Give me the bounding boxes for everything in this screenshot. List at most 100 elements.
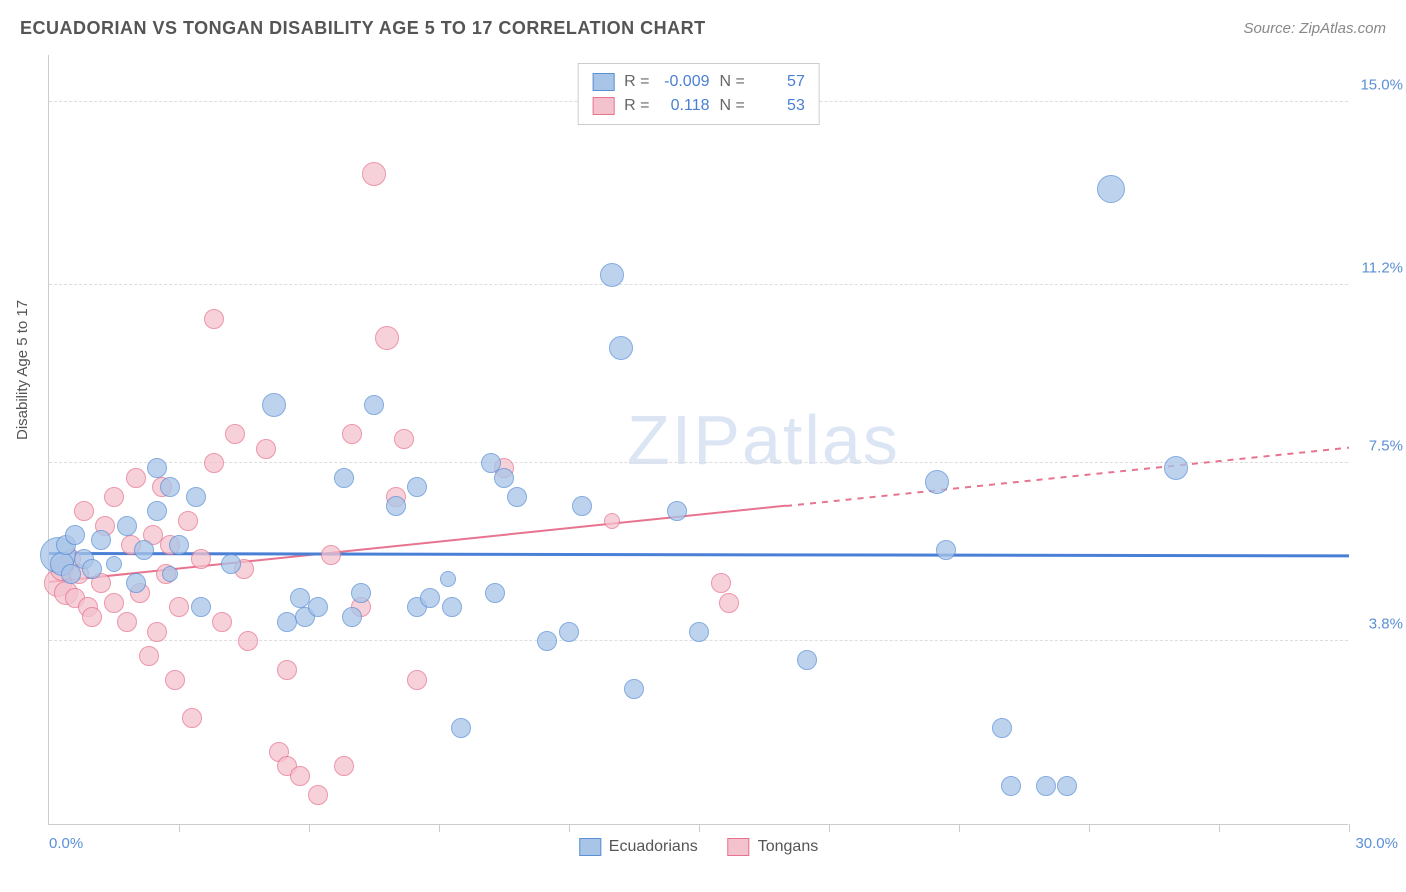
data-point-tongans: [117, 612, 137, 632]
data-point-tongans: [139, 646, 159, 666]
data-point-ecuadorians: [1057, 776, 1077, 796]
data-point-tongans: [290, 766, 310, 786]
y-tick-label: 15.0%: [1360, 77, 1403, 94]
data-point-ecuadorians: [667, 501, 687, 521]
data-point-ecuadorians: [689, 622, 709, 642]
data-point-ecuadorians: [600, 263, 624, 287]
data-point-tongans: [74, 501, 94, 521]
data-point-ecuadorians: [169, 535, 189, 555]
data-point-ecuadorians: [440, 571, 456, 587]
x-tick: [699, 824, 700, 832]
data-point-ecuadorians: [485, 583, 505, 603]
swatch-ecuadorians: [579, 838, 601, 856]
data-point-ecuadorians: [342, 607, 362, 627]
source-label: Source: ZipAtlas.com: [1243, 20, 1386, 37]
data-point-tongans: [169, 597, 189, 617]
legend-label-ecuadorians: Ecuadorians: [609, 838, 698, 856]
watermark-bold: ZIP: [627, 401, 742, 479]
data-point-tongans: [104, 487, 124, 507]
data-point-tongans: [165, 670, 185, 690]
data-point-ecuadorians: [186, 487, 206, 507]
data-point-tongans: [375, 326, 399, 350]
data-point-ecuadorians: [65, 525, 85, 545]
data-point-ecuadorians: [507, 487, 527, 507]
x-tick: [829, 824, 830, 832]
n-label: N =: [720, 70, 745, 94]
gridline: [49, 462, 1348, 463]
data-point-tongans: [334, 756, 354, 776]
y-tick-label: 7.5%: [1369, 438, 1403, 455]
y-tick-label: 11.2%: [1362, 260, 1403, 277]
data-point-tongans: [342, 424, 362, 444]
data-point-tongans: [178, 511, 198, 531]
data-point-ecuadorians: [191, 597, 211, 617]
swatch-ecuadorians: [592, 73, 614, 91]
data-point-ecuadorians: [442, 597, 462, 617]
x-tick: [569, 824, 570, 832]
x-tick: [959, 824, 960, 832]
x-axis-min: 0.0%: [49, 835, 83, 852]
data-point-ecuadorians: [147, 458, 167, 478]
data-point-tongans: [394, 429, 414, 449]
legend-item-tongans: Tongans: [728, 838, 819, 856]
data-point-ecuadorians: [262, 393, 286, 417]
r-label: R =: [624, 94, 649, 118]
data-point-ecuadorians: [451, 718, 471, 738]
data-point-ecuadorians: [117, 516, 137, 536]
data-point-ecuadorians: [351, 583, 371, 603]
data-point-tongans: [212, 612, 232, 632]
data-point-tongans: [407, 670, 427, 690]
data-point-ecuadorians: [537, 631, 557, 651]
x-tick: [1089, 824, 1090, 832]
data-point-tongans: [82, 607, 102, 627]
data-point-ecuadorians: [559, 622, 579, 642]
data-point-ecuadorians: [106, 556, 122, 572]
chart-plot-area: ZIPatlas R = -0.009 N = 57 R = 0.118 N =…: [48, 55, 1348, 825]
x-tick: [1349, 824, 1350, 832]
data-point-ecuadorians: [1001, 776, 1021, 796]
stats-row-ecuadorians: R = -0.009 N = 57: [592, 70, 805, 94]
data-point-tongans: [362, 162, 386, 186]
x-axis-max: 30.0%: [1355, 835, 1398, 852]
x-tick: [439, 824, 440, 832]
data-point-tongans: [182, 708, 202, 728]
data-point-ecuadorians: [420, 588, 440, 608]
data-point-ecuadorians: [624, 679, 644, 699]
data-point-tongans: [321, 545, 341, 565]
data-point-ecuadorians: [386, 496, 406, 516]
chart-title: ECUADORIAN VS TONGAN DISABILITY AGE 5 TO…: [20, 18, 706, 39]
y-tick-label: 3.8%: [1369, 616, 1403, 633]
legend-item-ecuadorians: Ecuadorians: [579, 838, 698, 856]
data-point-tongans: [277, 660, 297, 680]
data-point-tongans: [191, 549, 211, 569]
gridline: [49, 284, 1348, 285]
r-value-tongans: 0.118: [660, 94, 710, 118]
r-value-ecuadorians: -0.009: [660, 70, 710, 94]
data-point-tongans: [104, 593, 124, 613]
data-point-ecuadorians: [936, 540, 956, 560]
data-point-ecuadorians: [1164, 456, 1188, 480]
stats-row-tongans: R = 0.118 N = 53: [592, 94, 805, 118]
data-point-tongans: [308, 785, 328, 805]
data-point-ecuadorians: [82, 559, 102, 579]
data-point-ecuadorians: [572, 496, 592, 516]
data-point-ecuadorians: [925, 470, 949, 494]
y-axis-label: Disability Age 5 to 17: [14, 300, 31, 440]
stats-legend-box: R = -0.009 N = 57 R = 0.118 N = 53: [577, 63, 820, 125]
data-point-ecuadorians: [221, 554, 241, 574]
legend-label-tongans: Tongans: [758, 838, 819, 856]
data-point-ecuadorians: [160, 477, 180, 497]
n-label: N =: [720, 94, 745, 118]
swatch-tongans: [592, 97, 614, 115]
data-point-tongans: [204, 453, 224, 473]
data-point-ecuadorians: [308, 597, 328, 617]
trend-line: [49, 552, 1349, 557]
n-value-tongans: 53: [755, 94, 805, 118]
data-point-ecuadorians: [134, 540, 154, 560]
data-point-ecuadorians: [609, 336, 633, 360]
data-point-ecuadorians: [334, 468, 354, 488]
x-tick: [1219, 824, 1220, 832]
n-value-ecuadorians: 57: [755, 70, 805, 94]
data-point-ecuadorians: [1097, 175, 1125, 203]
data-point-tongans: [225, 424, 245, 444]
